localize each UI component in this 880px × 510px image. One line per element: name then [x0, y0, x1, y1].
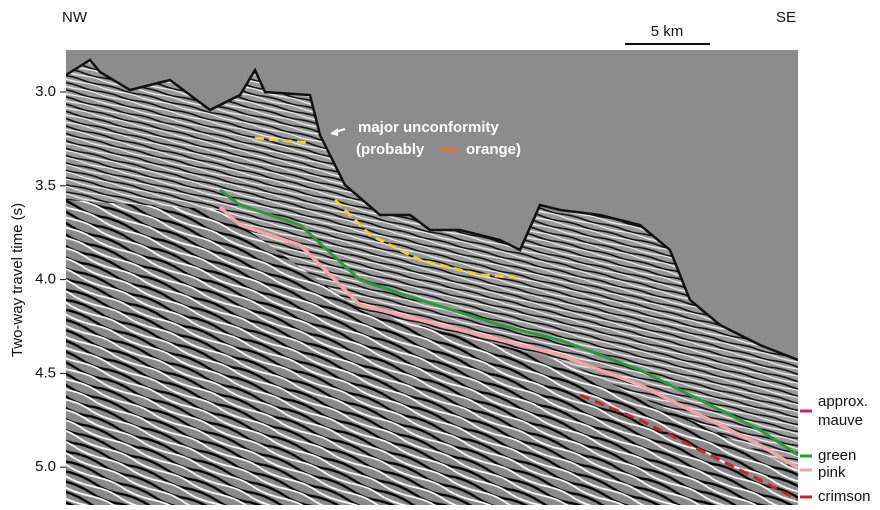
- annotation: (probably: [356, 141, 425, 158]
- tick-label: 4.5: [35, 364, 56, 381]
- seafloor: [66, 58, 798, 362]
- axis: 3.0 3.5 4.0 4.5 5.0: [35, 83, 66, 475]
- compass-left: NW: [62, 9, 88, 26]
- tick-label: 3.5: [35, 177, 56, 194]
- compass-right: SE: [776, 9, 796, 26]
- pink-horizon: [218, 205, 798, 470]
- axis-label: Two-way travel time (s): [9, 203, 26, 357]
- tick-label: 4.0: [35, 271, 56, 288]
- green-horizon: [219, 188, 798, 457]
- horizon-label: crimson: [818, 488, 871, 505]
- unconformity-1: [254, 136, 311, 145]
- horizon-label: pink: [818, 464, 846, 481]
- crimson-horizon: [579, 393, 798, 502]
- horizon-label: green: [818, 447, 856, 464]
- deep-sediments: [66, 200, 798, 505]
- horizon-label: mauve: [818, 412, 863, 429]
- annotation: orange): [466, 141, 521, 158]
- annotation: major unconformity: [358, 119, 500, 136]
- tick-label: 3.0: [35, 83, 56, 100]
- scale-label: 5 km: [651, 23, 684, 40]
- seismic-section: major unconformity (probably orange): [66, 50, 798, 505]
- horizon-label: approx.: [818, 393, 868, 410]
- unconformity-2: [333, 198, 516, 279]
- tick-label: 5.0: [35, 458, 56, 475]
- arrowhead: [330, 128, 338, 136]
